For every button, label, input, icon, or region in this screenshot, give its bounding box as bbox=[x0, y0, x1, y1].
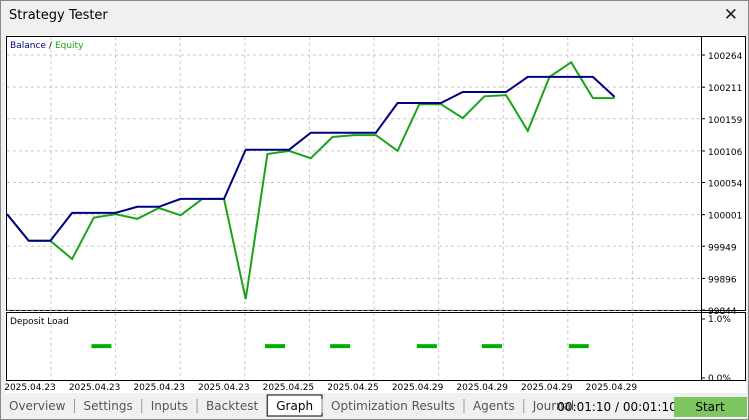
tab[interactable]: Overview bbox=[9, 399, 66, 413]
tab[interactable]: Settings bbox=[84, 399, 133, 413]
legend: Balance / Equity bbox=[10, 41, 84, 51]
tab[interactable]: Inputs bbox=[151, 399, 188, 413]
panel-title: Deposit Load bbox=[10, 317, 69, 327]
series-line bbox=[6, 75, 616, 242]
x-tick-label: 2025.04.25 bbox=[327, 383, 379, 393]
legend-entry: Balance bbox=[10, 41, 46, 51]
x-tick-label: 2025.04.29 bbox=[521, 383, 573, 393]
chart-background bbox=[5, 35, 746, 393]
y-tick-label: 100211 bbox=[708, 84, 742, 94]
y-tick-label: 99896 bbox=[708, 275, 737, 285]
x-tick-label: 2025.04.29 bbox=[392, 383, 444, 393]
y-tick-label: 100106 bbox=[708, 148, 743, 158]
x-tick-label: 2025.04.29 bbox=[586, 383, 638, 393]
y-tick-label: 100159 bbox=[708, 116, 743, 126]
y-tick-label: 100054 bbox=[708, 180, 743, 190]
load-bar bbox=[330, 344, 351, 349]
x-tick-label: 2025.04.23 bbox=[69, 383, 121, 393]
tab[interactable]: Graph bbox=[276, 399, 313, 413]
x-tick-label: 2025.04.25 bbox=[263, 383, 315, 393]
y-tick-label: 1.0% bbox=[708, 315, 731, 325]
y-tick-label: 99844 bbox=[708, 307, 737, 317]
x-tick-label: 2025.04.23 bbox=[133, 383, 185, 393]
timer: 00:01:10 / 00:01:10 bbox=[557, 400, 676, 414]
tab[interactable]: Backtest bbox=[206, 399, 258, 413]
y-tick-label: 99949 bbox=[708, 243, 737, 253]
legend-separator: / bbox=[49, 41, 53, 51]
y-tick-label: 0.0% bbox=[708, 374, 731, 384]
tab[interactable]: Journal bbox=[532, 399, 575, 413]
x-tick-label: 2025.04.23 bbox=[4, 383, 56, 393]
load-bar bbox=[416, 344, 437, 349]
x-tick-label: 2025.04.29 bbox=[456, 383, 508, 393]
load-panel bbox=[6, 312, 746, 381]
tab[interactable]: Agents bbox=[473, 399, 515, 413]
y-tick-label: 100001 bbox=[708, 212, 742, 222]
tab[interactable]: Optimization Results bbox=[331, 399, 455, 413]
start-button[interactable] bbox=[674, 397, 747, 417]
load-bar bbox=[568, 344, 589, 349]
tab-bar bbox=[1, 395, 748, 419]
load-bar bbox=[91, 344, 112, 349]
load-bar bbox=[481, 344, 502, 349]
series-line bbox=[6, 60, 615, 300]
load-bar bbox=[264, 344, 285, 349]
legend-entry: Equity bbox=[55, 41, 84, 51]
x-tick-label: 2025.04.23 bbox=[198, 383, 250, 393]
close-button[interactable]: ✕ bbox=[723, 5, 738, 25]
window-title: Strategy Tester bbox=[9, 8, 108, 23]
start-button-label[interactable]: Start bbox=[695, 400, 725, 414]
y-tick-label: 100264 bbox=[708, 52, 743, 62]
